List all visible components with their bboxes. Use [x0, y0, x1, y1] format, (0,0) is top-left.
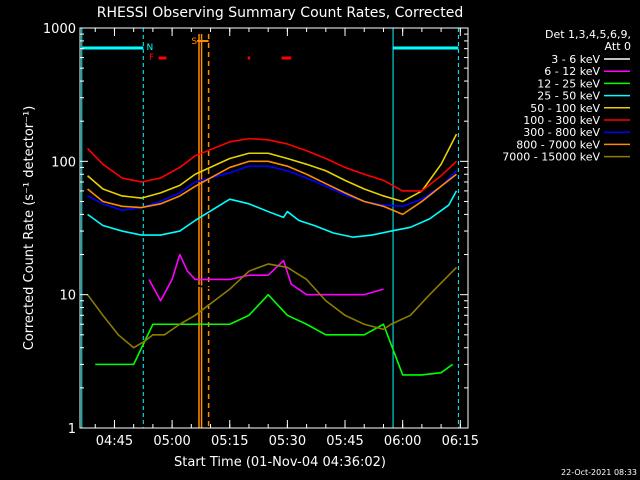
x-tick-label: 05:45	[326, 434, 363, 449]
plot-area	[79, 27, 469, 429]
legend-label-8: 7000 - 15000 keV	[502, 151, 600, 164]
legend-label-3: 25 - 50 keV	[537, 90, 600, 103]
flag-layer: NF S	[81, 37, 459, 63]
x-tick-label: 06:15	[442, 434, 479, 449]
annotation-lines	[81, 28, 459, 428]
x-tick-label: 06:00	[384, 434, 421, 449]
legend-header-line: Det 1,3,4,5,6,9,	[545, 28, 631, 41]
series-layer	[86, 133, 458, 428]
legend-label-1: 6 - 12 keV	[544, 65, 600, 78]
flag-label-S: S	[191, 37, 197, 47]
x-tick-label: 05:30	[269, 434, 306, 449]
y-tick-label: 10	[59, 289, 76, 304]
flag-label-F: F	[149, 53, 154, 63]
series-line-5	[86, 137, 458, 192]
series-line-7	[87, 160, 457, 216]
legend-label-5: 100 - 300 keV	[523, 114, 600, 127]
legend-header-line: Att 0	[605, 40, 631, 53]
series-line-8	[86, 263, 458, 349]
legend-label-7: 800 - 7000 keV	[516, 138, 600, 151]
x-tick-label: 05:15	[211, 434, 248, 449]
series-line-2	[95, 293, 454, 376]
series-line-4	[87, 133, 458, 203]
x-tick-label: 04:45	[96, 434, 133, 449]
legend-label-4: 50 - 100 keV	[530, 102, 600, 115]
x-axis-label: Start Time (01-Nov-04 04:36:02)	[174, 455, 386, 470]
legend-label-6: 300 - 800 keV	[523, 126, 600, 139]
series-line-1	[148, 253, 384, 302]
series-line-3	[87, 190, 458, 238]
y-tick-label: 1	[68, 422, 76, 437]
y-tick-label: 100	[51, 155, 76, 170]
series-line-0	[144, 274, 384, 428]
y-axis: 1 10 100 1000	[43, 22, 468, 437]
legend-label-0: 3 - 6 keV	[551, 53, 600, 66]
chart-title: RHESSI Observing Summary Count Rates, Co…	[97, 5, 463, 21]
legend-label-2: 12 - 25 keV	[537, 77, 600, 90]
y-tick-label: 1000	[43, 22, 76, 37]
footer-timestamp: 22-Oct-2021 08:33	[561, 468, 637, 477]
flag-label-N: N	[146, 43, 153, 53]
x-axis: 04:45 05:00 05:15 05:30 05:45 06:00 06:15	[94, 28, 479, 449]
y-axis-label: Corrected Count Rate (s⁻¹ detector⁻¹)	[22, 106, 37, 351]
x-tick-label: 05:00	[153, 434, 190, 449]
